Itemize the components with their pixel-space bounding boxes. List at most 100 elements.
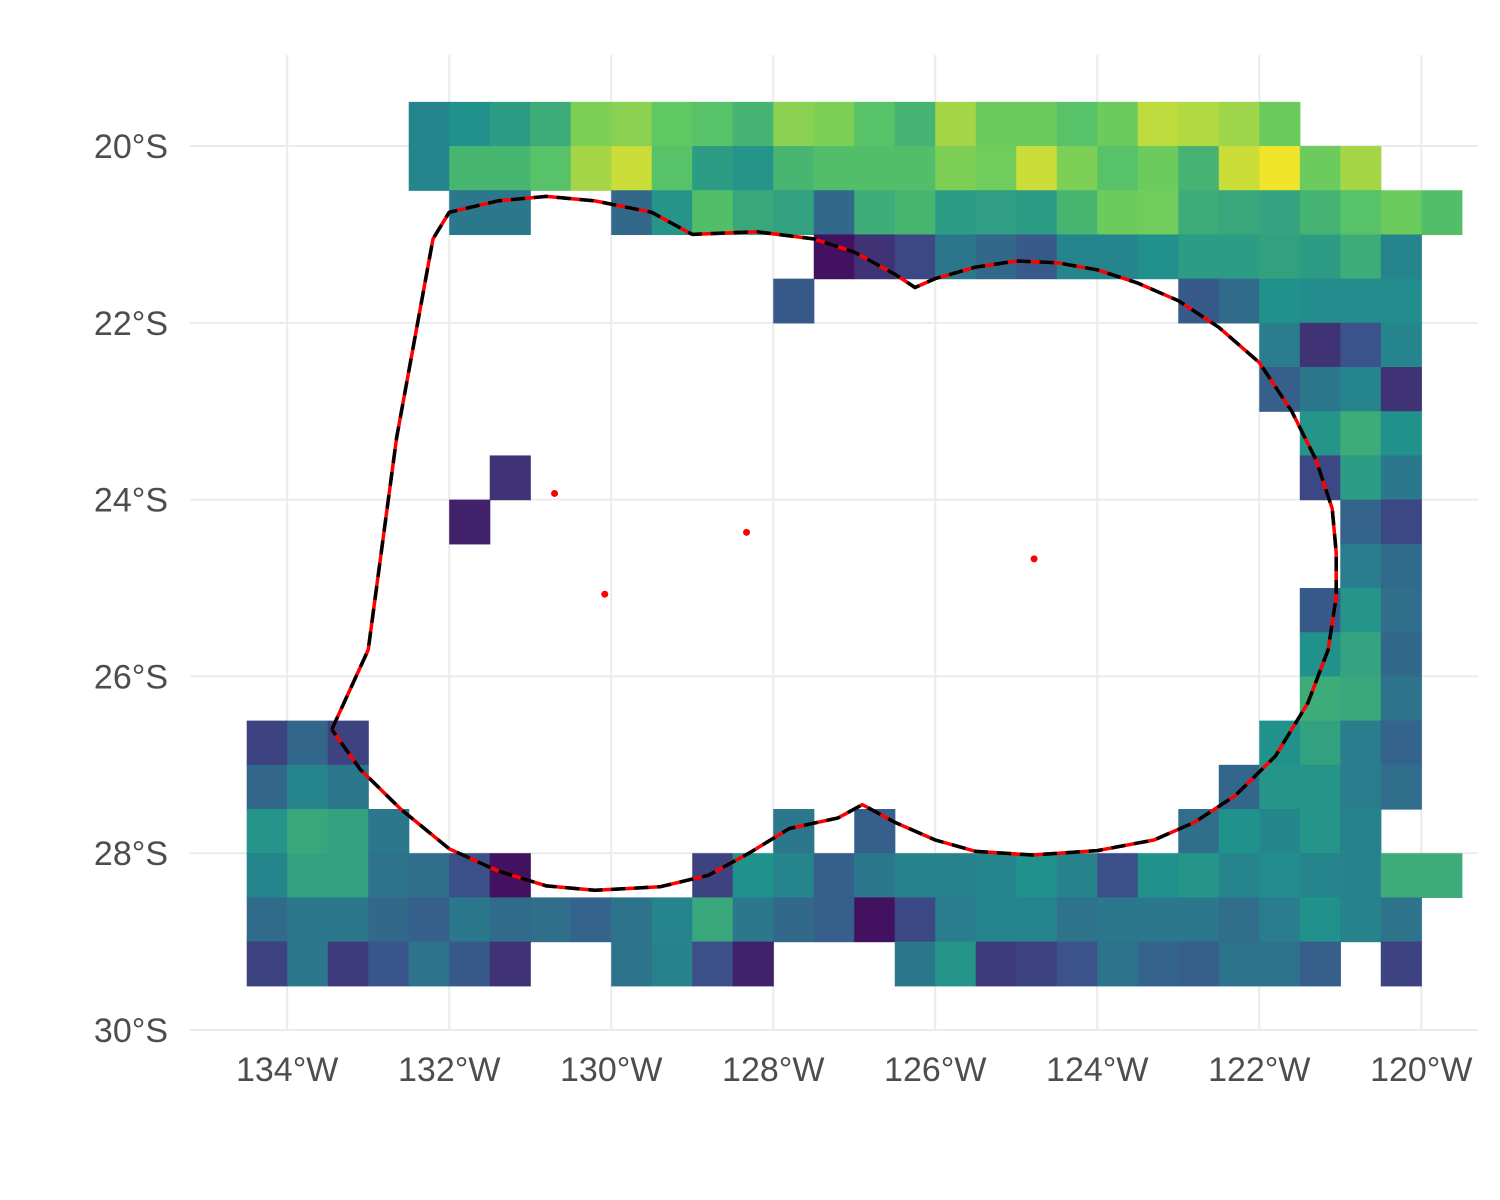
raster-cell: [1340, 764, 1382, 810]
raster-cell: [894, 234, 936, 280]
raster-cell: [1056, 853, 1098, 899]
raster-cell: [1299, 853, 1341, 899]
raster-cell: [1340, 322, 1382, 368]
raster-cell: [1299, 897, 1341, 943]
raster-cell: [1259, 322, 1301, 368]
raster-cell: [530, 897, 572, 943]
raster-cell: [1178, 853, 1220, 899]
raster-cell: [1259, 897, 1301, 943]
raster-cell: [1340, 853, 1382, 899]
raster-cell: [975, 190, 1017, 236]
raster-cell: [1299, 322, 1341, 368]
raster-cell: [1097, 853, 1139, 899]
raster-cell: [1380, 941, 1422, 987]
raster-cell: [975, 897, 1017, 943]
raster-cell: [732, 941, 774, 987]
raster-cell: [1137, 897, 1179, 943]
raster-cell: [1340, 190, 1382, 236]
raster-cell: [1380, 632, 1422, 678]
raster-cell: [975, 853, 1017, 899]
raster-cell: [1380, 455, 1422, 501]
raster-cell: [935, 853, 977, 899]
raster-cell: [1218, 190, 1260, 236]
raster-cell: [1380, 676, 1422, 722]
raster-cell: [1340, 720, 1382, 766]
raster-cell: [246, 897, 288, 943]
raster-cell: [1340, 146, 1382, 191]
raster-cell: [651, 101, 693, 147]
raster-cell: [570, 897, 612, 943]
raster-cell: [894, 941, 936, 987]
raster-cell: [489, 941, 531, 987]
raster-cell: [449, 190, 491, 236]
x-tick-label: 130°W: [560, 1051, 662, 1089]
raster-cell: [1380, 322, 1422, 368]
raster-cell: [692, 941, 734, 987]
boundary-outline: [330, 194, 1338, 893]
raster-cell: [246, 853, 288, 899]
raster-cell: [1218, 278, 1260, 324]
raster-cell: [1299, 190, 1341, 236]
raster-cell: [1097, 941, 1139, 987]
raster-cell: [935, 941, 977, 987]
raster-cell: [1056, 190, 1098, 236]
raster-cell: [246, 720, 288, 766]
raster-cell: [651, 941, 693, 987]
island-marker: [601, 590, 609, 598]
raster-cell: [611, 941, 653, 987]
raster-cell: [449, 499, 491, 545]
raster-cell: [287, 764, 329, 810]
raster-cell: [651, 190, 693, 236]
raster-cell: [651, 897, 693, 943]
raster-cell: [530, 146, 572, 191]
raster-cell: [287, 720, 329, 766]
raster-cell: [1016, 853, 1058, 899]
raster-cell: [1178, 190, 1220, 236]
x-tick-label: 134°W: [236, 1051, 338, 1089]
raster-cell: [1056, 101, 1098, 147]
boundary-red-line: [330, 194, 1338, 893]
raster-cell: [894, 897, 936, 943]
raster-cell: [1137, 190, 1179, 236]
raster-cell: [246, 809, 288, 854]
raster-cell: [1380, 234, 1422, 280]
raster-cell: [813, 897, 855, 943]
raster-cell: [570, 101, 612, 147]
raster-cell: [1137, 234, 1179, 280]
raster-cell: [773, 146, 815, 191]
raster-cell: [1421, 190, 1463, 236]
raster-cell: [1299, 720, 1341, 766]
raster-cell: [1299, 809, 1341, 854]
raster-cell: [611, 146, 653, 191]
y-tick-label: 26°S: [94, 658, 168, 696]
raster-cell: [732, 190, 774, 236]
raster-cell: [854, 190, 896, 236]
raster-cell: [1097, 101, 1139, 147]
raster-cell: [1340, 367, 1382, 412]
island-marker: [743, 528, 751, 536]
raster-cell: [813, 146, 855, 191]
raster-cell: [1178, 278, 1220, 324]
raster-cell: [1137, 941, 1179, 987]
raster-cell: [651, 146, 693, 191]
x-tick-label: 124°W: [1046, 1051, 1148, 1089]
raster-cell: [327, 809, 369, 854]
x-tick-label: 126°W: [884, 1051, 986, 1089]
raster-cell: [1380, 897, 1422, 943]
raster-cell: [1259, 764, 1301, 810]
raster-cell: [1340, 278, 1382, 324]
raster-cell: [611, 101, 653, 147]
raster-cell: [408, 941, 450, 987]
island-marker: [1030, 555, 1038, 563]
raster-cell: [1218, 897, 1260, 943]
raster-cell: [449, 897, 491, 943]
raster-cell: [570, 146, 612, 191]
raster-cell: [1016, 146, 1058, 191]
raster-cell: [692, 146, 734, 191]
raster-cell: [975, 101, 1017, 147]
raster-cell: [1178, 234, 1220, 280]
raster-cell: [1259, 101, 1301, 147]
raster-cell: [1340, 499, 1382, 545]
raster-cell: [854, 853, 896, 899]
raster-cell: [1218, 809, 1260, 854]
